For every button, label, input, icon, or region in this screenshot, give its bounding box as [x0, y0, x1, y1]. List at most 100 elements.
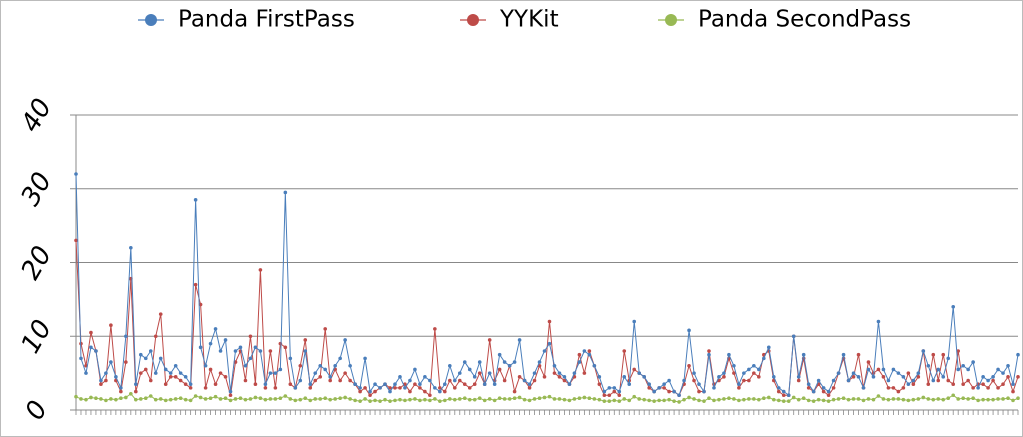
data-point [283, 345, 288, 350]
data-point [502, 360, 507, 364]
data-point [433, 327, 437, 331]
data-point [617, 393, 622, 398]
data-point [433, 397, 437, 401]
data-point [781, 399, 786, 403]
data-point [178, 396, 183, 401]
data-point [522, 378, 527, 383]
data-point [851, 371, 856, 375]
data-point [582, 395, 587, 400]
data-point [727, 396, 731, 401]
data-point [752, 363, 756, 368]
data-point [363, 397, 367, 401]
data-point [368, 399, 372, 403]
data-point [153, 397, 158, 402]
data-point [776, 398, 781, 403]
data-point [742, 371, 746, 375]
data-point [677, 400, 681, 404]
data-point [996, 397, 1000, 401]
data-point [418, 386, 422, 390]
data-point [99, 382, 103, 386]
data-point [263, 382, 268, 386]
data-point [766, 395, 771, 400]
data-point [228, 398, 233, 403]
data-point [781, 389, 786, 394]
data-point [956, 367, 960, 372]
data-point [173, 397, 178, 401]
data-point [438, 386, 442, 390]
data-point [313, 397, 318, 401]
data-point [119, 396, 123, 401]
data-point [497, 396, 502, 401]
data-point [836, 397, 841, 401]
data-point [413, 382, 417, 386]
data-point [662, 382, 666, 386]
data-point [532, 397, 537, 401]
legend-marker [145, 14, 157, 26]
data-point [268, 397, 273, 401]
data-point [477, 360, 482, 364]
data-point [457, 397, 462, 401]
data-point [702, 389, 706, 394]
data-point [537, 396, 542, 401]
data-point [318, 363, 323, 368]
data-point [482, 398, 487, 403]
data-point [472, 397, 477, 402]
data-point [717, 375, 721, 379]
data-point [871, 375, 876, 379]
data-point [936, 367, 941, 372]
data-point [597, 397, 602, 402]
data-point [228, 393, 233, 398]
legend-marker [665, 14, 677, 26]
data-point [358, 389, 362, 394]
data-point [776, 389, 781, 394]
data-point [398, 375, 402, 379]
data-point [99, 397, 103, 401]
data-point [273, 397, 278, 401]
data-point [138, 371, 143, 375]
data-point [981, 375, 985, 379]
data-point [881, 397, 886, 401]
data-point [562, 378, 567, 383]
data-point [208, 341, 213, 346]
data-point [158, 397, 163, 401]
data-point [647, 398, 651, 403]
data-point [752, 397, 756, 401]
data-point [308, 386, 313, 390]
data-point [457, 371, 462, 375]
data-point [448, 378, 452, 383]
data-point [74, 238, 78, 243]
data-point [99, 378, 103, 383]
data-point [652, 399, 656, 403]
data-point [218, 371, 223, 375]
data-point [467, 367, 472, 372]
data-point [667, 397, 671, 402]
data-point [622, 349, 627, 353]
data-point [183, 382, 188, 386]
data-point [443, 389, 447, 394]
data-point [104, 371, 108, 375]
data-point [941, 397, 946, 402]
data-point [856, 352, 861, 357]
data-point [986, 378, 990, 383]
data-point [886, 386, 891, 390]
data-point [542, 349, 547, 353]
data-point [328, 397, 332, 402]
data-point [298, 378, 303, 383]
data-point [223, 396, 228, 401]
data-point [692, 397, 696, 401]
data-point [757, 367, 761, 372]
data-point [168, 375, 173, 379]
data-point [632, 319, 637, 324]
data-point [268, 349, 273, 353]
data-point [338, 396, 342, 401]
data-point [552, 397, 557, 401]
data-point [268, 371, 273, 375]
data-point [911, 397, 916, 402]
data-point [906, 398, 911, 403]
data-point [263, 397, 268, 402]
data-point [742, 397, 746, 402]
data-point [622, 375, 627, 379]
data-point [861, 398, 866, 403]
data-point [84, 397, 88, 402]
data-point [876, 319, 881, 324]
